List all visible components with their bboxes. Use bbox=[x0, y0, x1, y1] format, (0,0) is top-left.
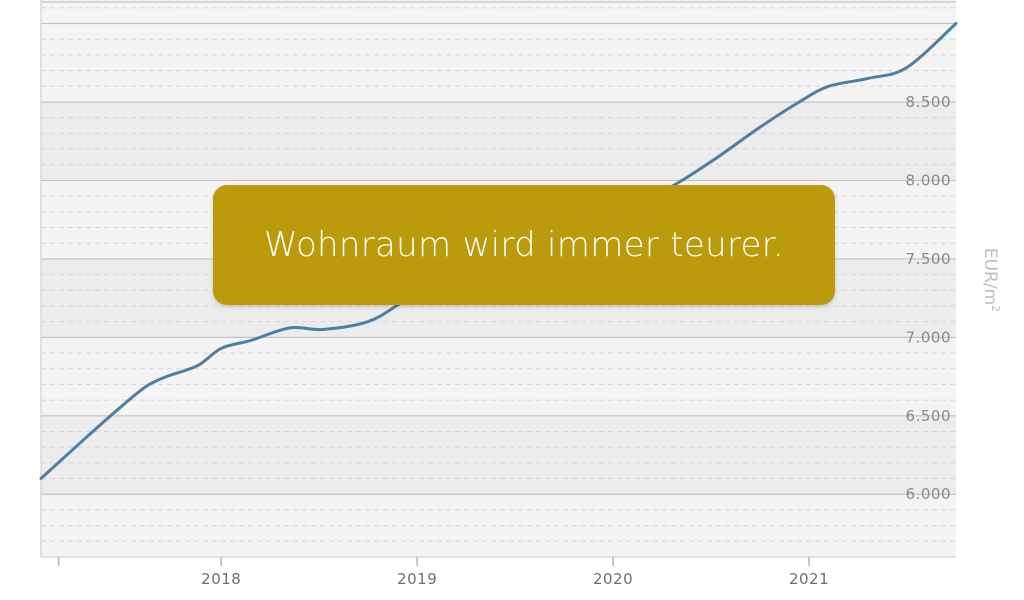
x-tick-label: 2019 bbox=[397, 570, 437, 588]
headline-banner-text: Wohnraum wird immer teurer. bbox=[264, 225, 784, 265]
y-tick-label: 6.500 bbox=[906, 407, 951, 425]
x-tick-marks bbox=[57, 557, 810, 566]
y-tick-label: 8.500 bbox=[906, 93, 951, 111]
grid-band bbox=[41, 415, 956, 495]
headline-banner: Wohnraum wird immer teurer. bbox=[213, 185, 835, 305]
x-tick-label: 2020 bbox=[593, 570, 633, 588]
major-gridlines bbox=[41, 1, 956, 495]
y-axis-unit-label: EUR/m2 bbox=[980, 248, 1002, 312]
x-tick-label: 2018 bbox=[201, 570, 241, 588]
x-tick-label: 2021 bbox=[789, 570, 829, 588]
y-axis-unit-text: EUR/m bbox=[980, 248, 1000, 305]
y-axis-unit-superscript: 2 bbox=[989, 305, 1002, 312]
y-tick-label: 7.500 bbox=[906, 250, 951, 268]
y-tick-labels: 6.000 6.500 7.000 7.500 8.000 8.500 bbox=[906, 93, 951, 503]
grid-band bbox=[41, 101, 956, 181]
y-tick-label: 7.000 bbox=[906, 328, 951, 346]
y-tick-label: 8.000 bbox=[906, 171, 951, 189]
y-tick-label: 6.000 bbox=[906, 485, 951, 503]
grid-band bbox=[41, 337, 956, 416]
x-tick-labels: 2018 2019 2020 2021 bbox=[201, 570, 829, 588]
grid-band bbox=[41, 0, 956, 102]
grid-band bbox=[41, 494, 956, 557]
